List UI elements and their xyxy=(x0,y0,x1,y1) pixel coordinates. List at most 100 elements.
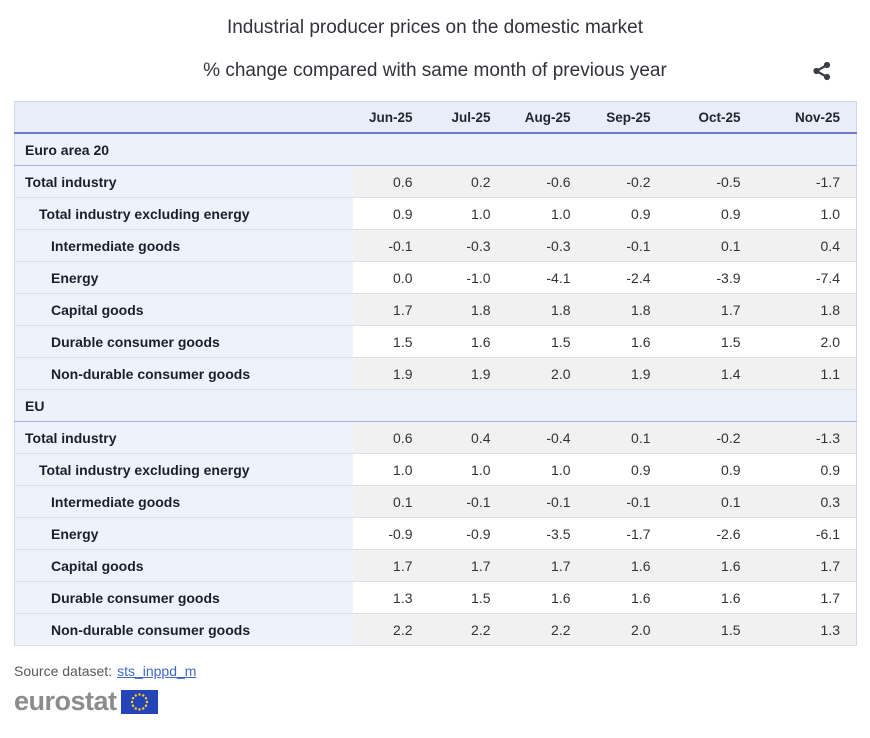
value-cell: 1.6 xyxy=(586,549,667,582)
value-cell: 2.2 xyxy=(506,613,587,646)
value-cell: 2.0 xyxy=(756,325,857,358)
value-cell: 0.9 xyxy=(352,197,429,230)
value-cell: 2.2 xyxy=(428,613,507,646)
column-header: Oct-25 xyxy=(666,101,757,134)
value-cell: -0.3 xyxy=(428,229,507,262)
value-cell: 1.5 xyxy=(428,581,507,614)
value-cell: -0.1 xyxy=(506,485,587,518)
table-row: Non-durable consumer goods 1.9 1.9 2.0 1.9 1.… xyxy=(14,357,857,390)
table-row: Intermediate goods 0.1 -0.1 -0.1 -0.1 0.1 0.3 xyxy=(14,485,857,518)
value-cell: 1.5 xyxy=(666,325,757,358)
row-label: Energy xyxy=(14,261,353,294)
section-label: EU xyxy=(14,389,857,422)
value-cell: -0.9 xyxy=(352,517,429,550)
column-header: Nov-25 xyxy=(756,101,857,134)
table-row: Intermediate goods -0.1 -0.3 -0.3 -0.1 0.1 0.4 xyxy=(14,229,857,262)
row-label: Intermediate goods xyxy=(14,229,353,262)
value-cell: 2.0 xyxy=(586,613,667,646)
eu-flag-icon xyxy=(120,689,158,714)
table-row: Energy -0.9 -0.9 -3.5 -1.7 -2.6 -6.1 xyxy=(14,517,857,550)
value-cell: -6.1 xyxy=(756,517,857,550)
value-cell: 1.0 xyxy=(756,197,857,230)
value-cell: -0.2 xyxy=(666,421,757,454)
value-cell: 0.6 xyxy=(352,165,429,198)
row-label: Total industry excluding energy xyxy=(14,197,353,230)
value-cell: 1.9 xyxy=(352,357,429,390)
value-cell: 1.6 xyxy=(666,581,757,614)
value-cell: 0.4 xyxy=(756,229,857,262)
row-label: Total industry xyxy=(14,421,353,454)
value-cell: -0.3 xyxy=(506,229,587,262)
row-label: Total industry excluding energy xyxy=(14,453,353,486)
value-cell: -0.6 xyxy=(506,165,587,198)
value-cell: 1.6 xyxy=(428,325,507,358)
value-cell: 0.6 xyxy=(352,421,429,454)
value-cell: 1.0 xyxy=(506,197,587,230)
page-subtitle: % change compared with same month of pre… xyxy=(203,60,667,81)
table-header-row: Jun-25 Jul-25 Aug-25 Sep-25 Oct-25 Nov-25 xyxy=(14,101,857,134)
eurostat-logo-text: eurostat xyxy=(14,686,117,716)
value-cell: 2.2 xyxy=(352,613,429,646)
value-cell: -3.5 xyxy=(506,517,587,550)
value-cell: -0.1 xyxy=(352,229,429,262)
value-cell: 1.8 xyxy=(756,293,857,326)
corner-cell xyxy=(14,101,353,134)
value-cell: 0.1 xyxy=(666,485,757,518)
value-cell: 1.1 xyxy=(756,357,857,390)
value-cell: 1.7 xyxy=(666,293,757,326)
row-label: Intermediate goods xyxy=(14,485,353,518)
value-cell: 0.1 xyxy=(586,421,667,454)
value-cell: -0.2 xyxy=(586,165,667,198)
value-cell: 0.2 xyxy=(428,165,507,198)
value-cell: 1.6 xyxy=(586,325,667,358)
value-cell: 1.0 xyxy=(428,197,507,230)
value-cell: 1.7 xyxy=(352,293,429,326)
value-cell: -2.6 xyxy=(666,517,757,550)
table-row: Total industry excluding energy 0.9 1.0 1.0… xyxy=(14,197,857,230)
source-dataset-link[interactable]: sts_inppd_m xyxy=(117,663,197,679)
table-row: Total industry excluding energy 1.0 1.0 1.0… xyxy=(14,453,857,486)
column-header: Sep-25 xyxy=(586,101,667,134)
value-cell: -7.4 xyxy=(756,261,857,294)
value-cell: 0.4 xyxy=(428,421,507,454)
value-cell: 0.9 xyxy=(666,453,757,486)
row-label: Durable consumer goods xyxy=(14,581,353,614)
row-label: Non-durable consumer goods xyxy=(14,613,353,646)
row-label: Durable consumer goods xyxy=(14,325,353,358)
table-row: Non-durable consumer goods 2.2 2.2 2.2 2.0 1.… xyxy=(14,613,857,646)
row-label: Total industry xyxy=(14,165,353,198)
value-cell: 1.7 xyxy=(428,549,507,582)
value-cell: 0.9 xyxy=(586,197,667,230)
value-cell: 0.9 xyxy=(666,197,757,230)
value-cell: -2.4 xyxy=(586,261,667,294)
column-header: Jul-25 xyxy=(428,101,507,134)
share-icon[interactable] xyxy=(811,60,833,82)
section-row: EU xyxy=(14,389,857,422)
source-line: Source dataset: sts_inppd_m xyxy=(14,663,870,679)
value-cell: -0.1 xyxy=(586,485,667,518)
value-cell: 1.9 xyxy=(586,357,667,390)
value-cell: 1.9 xyxy=(428,357,507,390)
row-label: Capital goods xyxy=(14,293,353,326)
value-cell: 1.3 xyxy=(352,581,429,614)
column-header: Aug-25 xyxy=(506,101,587,134)
value-cell: 1.5 xyxy=(666,613,757,646)
value-cell: -1.7 xyxy=(586,517,667,550)
value-cell: -0.4 xyxy=(506,421,587,454)
row-label: Energy xyxy=(14,517,353,550)
value-cell: 1.5 xyxy=(352,325,429,358)
table-row: Total industry 0.6 0.4 -0.4 0.1 -0.2 -1.3 xyxy=(14,421,857,454)
value-cell: 2.0 xyxy=(506,357,587,390)
value-cell: 1.3 xyxy=(756,613,857,646)
section-row: Euro area 20 xyxy=(14,133,857,166)
value-cell: 1.0 xyxy=(428,453,507,486)
row-label: Non-durable consumer goods xyxy=(14,357,353,390)
section-label: Euro area 20 xyxy=(14,133,857,166)
value-cell: 1.6 xyxy=(666,549,757,582)
value-cell: -4.1 xyxy=(506,261,587,294)
value-cell: -1.7 xyxy=(756,165,857,198)
value-cell: 0.9 xyxy=(586,453,667,486)
value-cell: -3.9 xyxy=(666,261,757,294)
table-row: Total industry 0.6 0.2 -0.6 -0.2 -0.5 -1.7 xyxy=(14,165,857,198)
value-cell: 1.6 xyxy=(586,581,667,614)
